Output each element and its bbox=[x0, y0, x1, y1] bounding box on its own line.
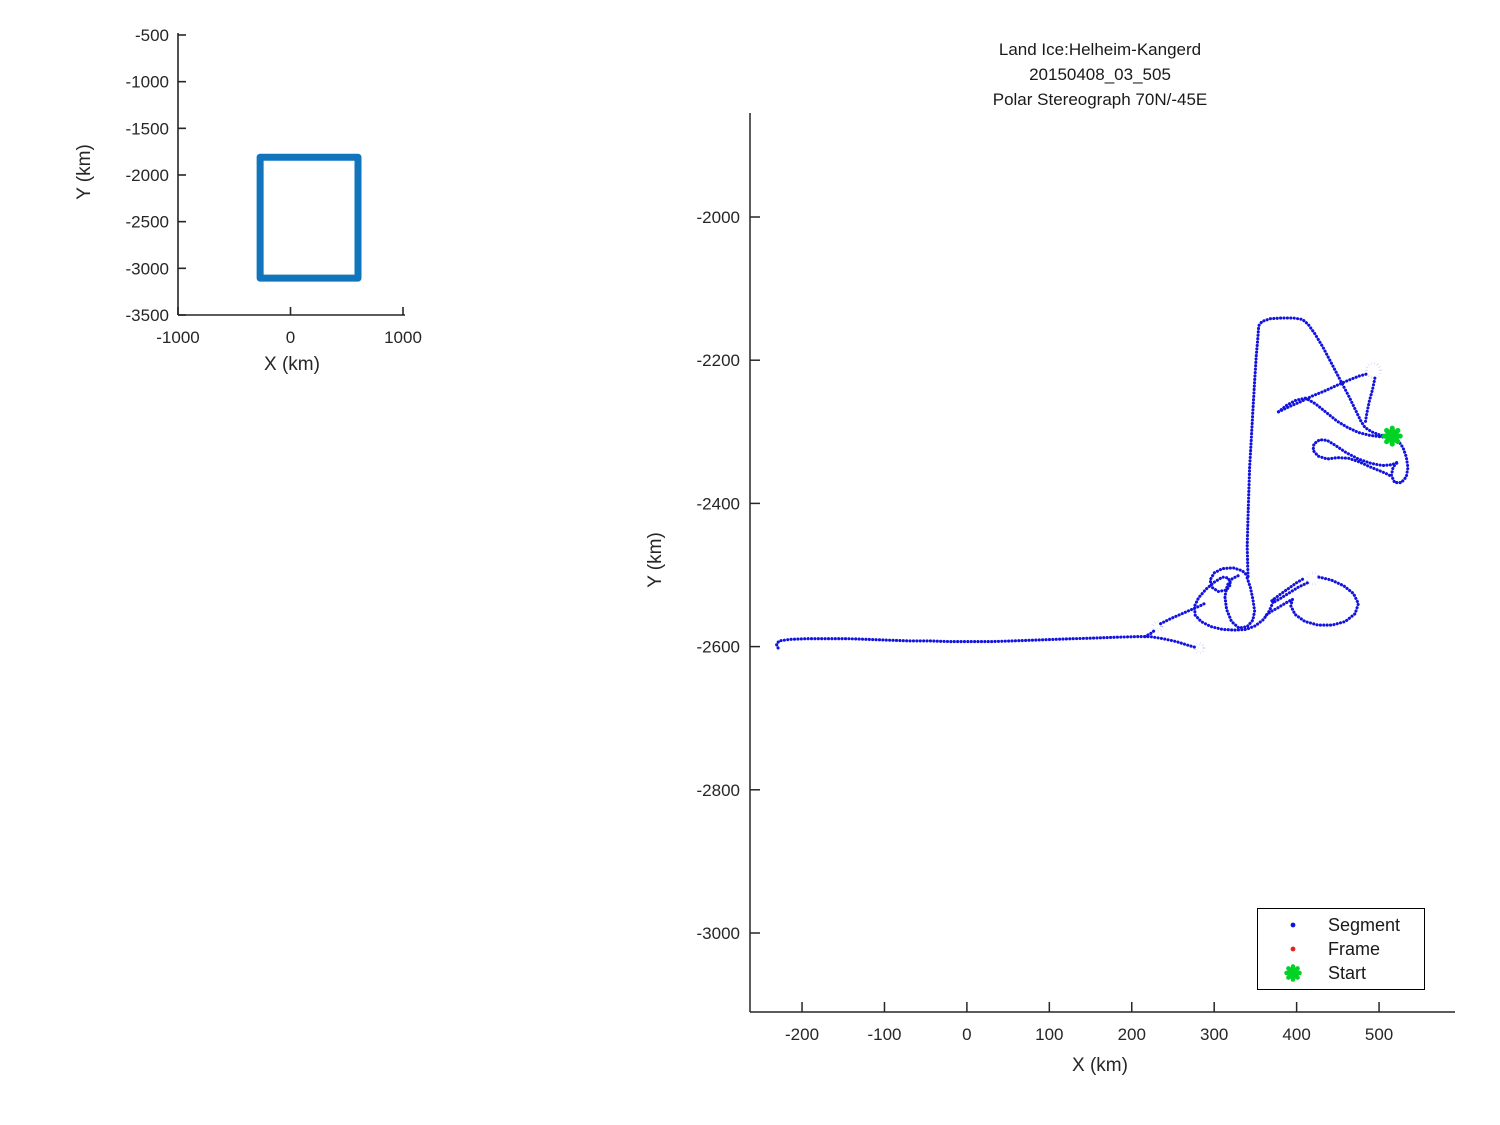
main-x-tick-label: -200 bbox=[785, 1025, 819, 1044]
segment-path bbox=[1159, 601, 1208, 626]
inset-x-axis-label: X (km) bbox=[264, 354, 320, 375]
main-y-tick-label: -2800 bbox=[697, 781, 740, 800]
inset-y-tick-label: -2000 bbox=[126, 166, 169, 185]
segment-path bbox=[774, 635, 1197, 650]
main-y-tick-label: -2400 bbox=[697, 494, 740, 513]
legend-label-start: Start bbox=[1328, 962, 1367, 983]
inset-x-tick-label: -1000 bbox=[156, 328, 199, 347]
legend-start-asterisk-arm bbox=[1286, 966, 1300, 980]
chart-title-line2: 20150408_03_505 bbox=[1029, 65, 1171, 84]
main-y-tick-label: -2600 bbox=[697, 638, 740, 657]
chart-title-line1: Land Ice:Helheim-Kangerd bbox=[998, 40, 1202, 59]
start-asterisk-icon bbox=[1258, 964, 1328, 982]
segment-path bbox=[1263, 575, 1360, 627]
legend-item-frame: Frame bbox=[1258, 937, 1424, 961]
segment-path bbox=[1276, 396, 1393, 440]
segment-path bbox=[1192, 566, 1276, 632]
main-x-tick-label: 0 bbox=[962, 1025, 971, 1044]
inset-y-tick-label: -1500 bbox=[126, 119, 169, 138]
main-x-tick-label: 400 bbox=[1282, 1025, 1310, 1044]
main-y-tick-label: -2000 bbox=[697, 208, 740, 227]
inset-y-tick-label: -2500 bbox=[126, 213, 169, 232]
segment-path bbox=[1363, 376, 1377, 427]
segment-path bbox=[1271, 581, 1309, 605]
main-y-axis-label: Y (km) bbox=[645, 532, 666, 588]
loop-circle bbox=[1193, 642, 1206, 655]
legend-label-segment: Segment bbox=[1328, 914, 1401, 935]
legend: Segment Frame Start bbox=[1257, 908, 1425, 990]
start-marker-arm bbox=[1384, 427, 1401, 445]
main-x-tick-label: 300 bbox=[1200, 1025, 1228, 1044]
segment-dot-icon bbox=[1258, 920, 1328, 930]
segment-path bbox=[1245, 316, 1394, 578]
main-x-tick-label: 100 bbox=[1035, 1025, 1063, 1044]
main-x-tick-label: -100 bbox=[867, 1025, 901, 1044]
chart-title: Land Ice:Helheim-Kangerd 20150408_03_505… bbox=[850, 37, 1350, 112]
loop-circle bbox=[1306, 571, 1321, 586]
segment-path bbox=[1223, 573, 1257, 630]
inset-y-tick-label: -3000 bbox=[126, 259, 169, 278]
segment-path bbox=[1270, 576, 1307, 603]
main-x-tick-label: 500 bbox=[1365, 1025, 1393, 1044]
inset-y-tick-label: -1000 bbox=[126, 73, 169, 92]
chart-title-line3: Polar Stereograph 70N/-45E bbox=[992, 90, 1208, 109]
segment-path bbox=[1311, 435, 1410, 485]
legend-item-segment: Segment bbox=[1258, 913, 1424, 937]
segment-path bbox=[1143, 628, 1157, 639]
loop-circle bbox=[1151, 620, 1164, 633]
inset-x-tick-label: 0 bbox=[286, 328, 295, 347]
main-x-axis-label: X (km) bbox=[1072, 1055, 1128, 1076]
loop-circle bbox=[1364, 361, 1382, 379]
frame-dot-icon bbox=[1258, 944, 1328, 954]
inset-y-tick-label: -3500 bbox=[126, 306, 169, 325]
inset-x-tick-label: 1000 bbox=[384, 328, 422, 347]
legend-item-start: Start bbox=[1258, 961, 1424, 985]
main-x-tick-label: 200 bbox=[1118, 1025, 1146, 1044]
legend-label-frame: Frame bbox=[1328, 938, 1381, 959]
start-marker bbox=[1381, 425, 1403, 447]
segment-path bbox=[1276, 372, 1370, 414]
inset-y-axis-label: Y (km) bbox=[74, 144, 95, 200]
main-y-tick-label: -2200 bbox=[697, 351, 740, 370]
inset-y-tick-label: -500 bbox=[135, 26, 169, 45]
inset-coverage-box bbox=[256, 153, 362, 282]
main-y-tick-label: -3000 bbox=[697, 924, 740, 943]
